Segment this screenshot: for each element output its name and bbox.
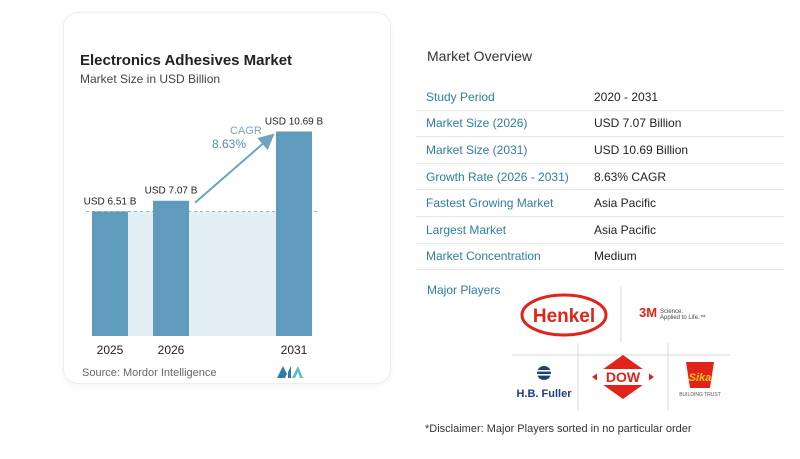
svg-text:DOW: DOW <box>606 369 641 385</box>
row-key: Largest Market <box>426 222 507 237</box>
row-key: Fastest Growing Market <box>426 196 554 211</box>
value-label-2025: USD 6.51 B <box>84 196 137 207</box>
svg-text:Sika: Sika <box>689 372 712 384</box>
chart-subtitle: Market Size in USD Billion <box>80 72 221 86</box>
bar-2025 <box>92 211 128 336</box>
svg-text:Science.: Science. <box>660 309 683 315</box>
row-value: USD 10.69 Billion <box>594 142 689 157</box>
overview-table: Study Period 2020 - 2031 Market Size (20… <box>416 84 784 271</box>
overview-row: Growth Rate (2026 - 2031) 8.63% CAGR <box>416 164 784 191</box>
sika-logo: Sika BUILDING TRUST <box>679 362 721 398</box>
overview-row: Largest Market Asia Pacific <box>416 217 784 244</box>
dow-logo: DOW <box>592 355 654 399</box>
row-key: Market Concentration <box>426 249 541 264</box>
disclaimer-text: *Disclaimer: Major Players sorted in no … <box>425 423 692 435</box>
row-key: Study Period <box>426 89 495 104</box>
players-logo-grid: Henkel 3M Science. Applied to Life.™ H.B… <box>512 287 730 411</box>
value-label-2026: USD 7.07 B <box>145 186 198 197</box>
overview-row: Fastest Growing Market Asia Pacific <box>416 190 784 217</box>
overview-row: Market Size (2031) USD 10.69 Billion <box>416 137 784 164</box>
tick-label-2031: 2031 <box>281 343 308 357</box>
cagr-value: 8.63% <box>212 137 246 151</box>
chart-title: Electronics Adhesives Market <box>80 52 293 69</box>
svg-text:Henkel: Henkel <box>533 306 595 327</box>
mordor-logo-icon <box>277 366 303 378</box>
baseline-band <box>92 211 312 336</box>
hbfuller-logo: H.B. Fuller <box>516 366 572 400</box>
bar-2026 <box>153 200 189 336</box>
3m-logo: 3M Science. Applied to Life.™ <box>639 305 706 321</box>
cagr-label: CAGR <box>230 125 262 137</box>
henkel-logo: Henkel <box>520 293 608 337</box>
tick-label-2025: 2025 <box>97 343 124 357</box>
row-value: Asia Pacific <box>594 222 657 237</box>
bar-chart: USD 6.51 B USD 7.07 B USD 10.69 B 2025 2026… <box>84 116 324 357</box>
overview-row: Market Concentration Medium <box>416 244 784 271</box>
row-key: Market Size (2031) <box>426 142 528 157</box>
svg-text:Applied to Life.™: Applied to Life.™ <box>660 314 706 321</box>
row-key: Market Size (2026) <box>426 116 528 131</box>
overview-row: Market Size (2026) USD 7.07 Billion <box>416 111 784 138</box>
row-value: 2020 - 2031 <box>594 89 659 104</box>
svg-text:H.B. Fuller: H.B. Fuller <box>516 388 572 400</box>
row-value: Asia Pacific <box>594 196 657 211</box>
row-key: Growth Rate (2026 - 2031) <box>426 169 569 184</box>
row-value: Medium <box>594 249 637 264</box>
row-value: USD 7.07 Billion <box>594 116 682 131</box>
svg-text:BUILDING TRUST: BUILDING TRUST <box>679 392 721 398</box>
row-value: 8.63% CAGR <box>594 169 667 184</box>
overview-row: Study Period 2020 - 2031 <box>416 84 784 111</box>
source-text: Source: Mordor Intelligence <box>82 367 217 379</box>
svg-text:3M: 3M <box>639 305 657 320</box>
players-title: Major Players <box>427 283 501 297</box>
bar-2031 <box>276 131 312 336</box>
value-label-2031: USD 10.69 B <box>265 116 324 127</box>
cagr-arrow <box>194 133 275 204</box>
tick-label-2026: 2026 <box>158 343 185 357</box>
overview-title: Market Overview <box>427 48 533 64</box>
